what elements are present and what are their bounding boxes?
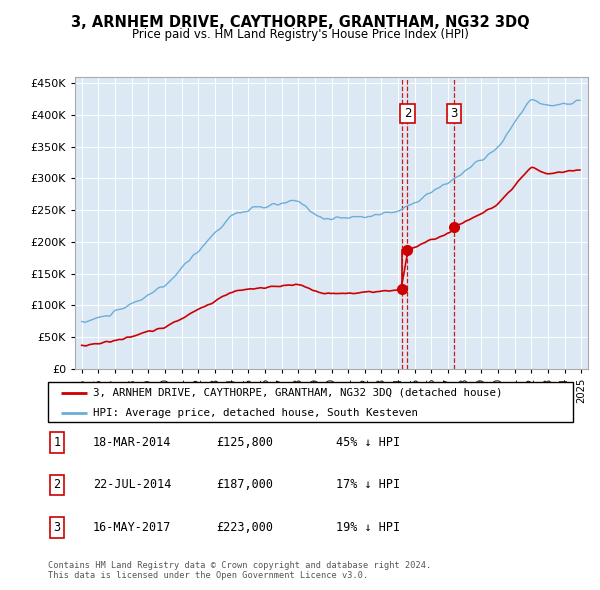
Text: 19% ↓ HPI: 19% ↓ HPI [336,521,400,534]
Text: £223,000: £223,000 [216,521,273,534]
Text: 1: 1 [53,436,61,449]
Text: 3: 3 [53,521,61,534]
Text: £187,000: £187,000 [216,478,273,491]
Text: Contains HM Land Registry data © Crown copyright and database right 2024.: Contains HM Land Registry data © Crown c… [48,560,431,569]
Text: 3, ARNHEM DRIVE, CAYTHORPE, GRANTHAM, NG32 3DQ: 3, ARNHEM DRIVE, CAYTHORPE, GRANTHAM, NG… [71,15,529,30]
Text: 3, ARNHEM DRIVE, CAYTHORPE, GRANTHAM, NG32 3DQ (detached house): 3, ARNHEM DRIVE, CAYTHORPE, GRANTHAM, NG… [92,388,502,398]
Text: This data is licensed under the Open Government Licence v3.0.: This data is licensed under the Open Gov… [48,571,368,580]
Text: 45% ↓ HPI: 45% ↓ HPI [336,436,400,449]
Text: HPI: Average price, detached house, South Kesteven: HPI: Average price, detached house, Sout… [92,408,418,418]
Text: 18-MAR-2014: 18-MAR-2014 [93,436,172,449]
Text: 17% ↓ HPI: 17% ↓ HPI [336,478,400,491]
Text: 2: 2 [404,107,411,120]
Text: £125,800: £125,800 [216,436,273,449]
Text: 3: 3 [451,107,458,120]
Text: 22-JUL-2014: 22-JUL-2014 [93,478,172,491]
Text: Price paid vs. HM Land Registry's House Price Index (HPI): Price paid vs. HM Land Registry's House … [131,28,469,41]
Text: 16-MAY-2017: 16-MAY-2017 [93,521,172,534]
Text: 2: 2 [53,478,61,491]
FancyBboxPatch shape [48,382,573,422]
